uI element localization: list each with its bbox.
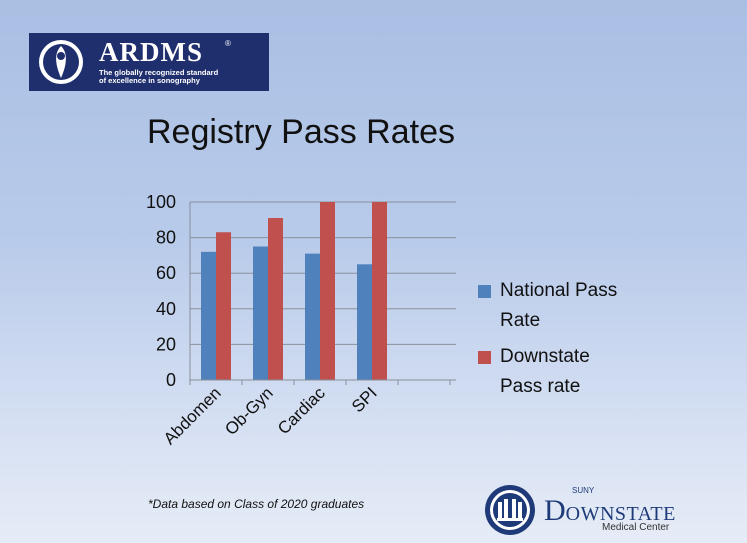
- bar-national-abdomen: [201, 251, 216, 380]
- downstate-wordmark: DOWNSTATE: [544, 494, 676, 528]
- suny-seal-icon: [485, 485, 535, 535]
- ardms-registered-mark: ®: [225, 39, 231, 48]
- legend-item-downstate: Downstate Pass rate: [478, 342, 648, 402]
- bar-downstate-spi: [372, 202, 387, 380]
- ardms-emblem-icon: [39, 40, 83, 84]
- y-tick-label-100: 100: [146, 192, 176, 212]
- legend-label-national-line2: Rate: [500, 310, 541, 331]
- bar-downstate-abdomen: [216, 232, 231, 380]
- legend-swatch-downstate: [478, 351, 491, 364]
- downstate-rest: OWNSTATE: [565, 503, 676, 525]
- y-tick-label-0: 0: [166, 370, 176, 390]
- x-tick-label-abdomen: Abdomen: [160, 383, 225, 448]
- page-title: Registry Pass Rates: [147, 113, 455, 151]
- ardms-tagline-line1: The globally recognized standard: [99, 68, 219, 77]
- bar-national-cardiac: [305, 253, 320, 380]
- medical-center-label: Medical Center: [602, 522, 670, 533]
- legend-label-downstate-line1: Downstate: [500, 346, 590, 367]
- footnote: *Data based on Class of 2020 graduates: [148, 497, 365, 511]
- bar-national-spi: [357, 264, 372, 380]
- chart-legend: National Pass Rate Downstate Pass rate: [478, 276, 648, 402]
- y-tick-label-60: 60: [156, 263, 176, 283]
- x-tick-label-spi: SPI: [348, 383, 381, 416]
- legend-label-national-line1: National Pass: [500, 280, 618, 301]
- suny-downstate-logo: SUNY DOWNSTATE Medical Center: [484, 484, 704, 536]
- bar-downstate-ob-gyn: [268, 218, 283, 380]
- suny-label: SUNY: [572, 486, 595, 495]
- bar-national-ob-gyn: [253, 246, 268, 380]
- legend-swatch-national: [478, 285, 491, 298]
- y-tick-label-20: 20: [156, 334, 176, 354]
- legend-label-downstate-line2: Pass rate: [500, 376, 581, 397]
- ardms-logo: ARDMS ® The globally recognized standard…: [29, 33, 269, 91]
- legend-item-national: National Pass Rate: [478, 276, 648, 336]
- y-tick-label-80: 80: [156, 228, 176, 248]
- x-tick-label-ob-gyn: Ob-Gyn: [221, 383, 277, 439]
- x-tick-label-cardiac: Cardiac: [274, 383, 329, 438]
- y-tick-label-40: 40: [156, 299, 176, 319]
- ardms-tagline-line2: of excellence in sonography: [99, 76, 200, 85]
- ardms-name: ARDMS: [99, 37, 203, 67]
- downstate-initial: D: [544, 494, 566, 527]
- bar-downstate-cardiac: [320, 202, 335, 380]
